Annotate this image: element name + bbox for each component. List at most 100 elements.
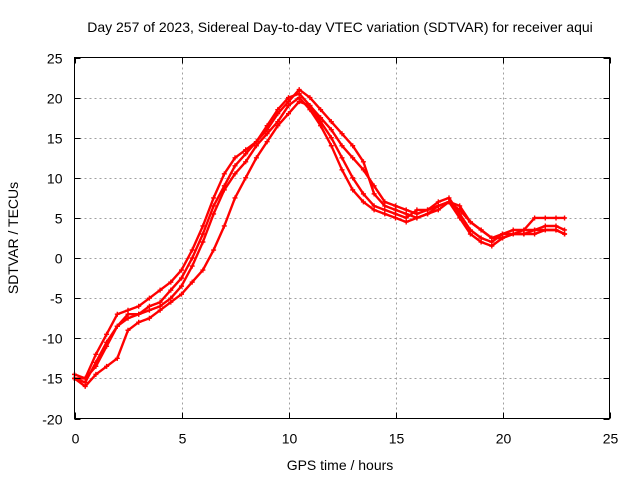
- data-point: [328, 135, 334, 141]
- x-tick-label: 25: [603, 431, 619, 447]
- x-tick-label: 5: [179, 431, 187, 447]
- data-point: [360, 191, 366, 197]
- data-point: [339, 143, 345, 149]
- data-point: [296, 99, 302, 105]
- data-point: [553, 227, 559, 233]
- data-point: [275, 111, 281, 117]
- data-point: [157, 287, 163, 293]
- data-point: [179, 291, 184, 297]
- data-point: [200, 223, 206, 229]
- data-point: [500, 235, 505, 241]
- data-point: [114, 311, 120, 317]
- data-point: [339, 155, 345, 161]
- data-point: [232, 155, 238, 161]
- data-point: [243, 159, 249, 165]
- data-point: [318, 119, 324, 125]
- data-point: [562, 231, 568, 237]
- data-point: [371, 191, 377, 197]
- data-point: [275, 123, 281, 129]
- data-point: [339, 131, 345, 137]
- y-tick-label: 0: [55, 251, 63, 267]
- data-point: [146, 295, 152, 301]
- x-tick-label: 0: [72, 431, 80, 447]
- data-point: [232, 163, 238, 169]
- data-point: [232, 195, 238, 201]
- data-point: [307, 103, 313, 109]
- data-point: [339, 167, 345, 173]
- data-point: [104, 331, 110, 337]
- data-point: [189, 247, 195, 253]
- data-point: [350, 187, 356, 193]
- y-tick-label: -10: [42, 331, 62, 347]
- data-point: [168, 287, 174, 293]
- data-point: [360, 199, 366, 205]
- y-axis-title: SDTVAR / TECUs: [5, 182, 21, 294]
- series-trace-4: [72, 87, 568, 381]
- data-series: [72, 87, 568, 389]
- data-point: [189, 279, 195, 285]
- data-point: [264, 139, 270, 145]
- data-point: [478, 235, 484, 241]
- data-point: [553, 215, 559, 221]
- data-point: [125, 327, 131, 333]
- data-point: [446, 199, 452, 205]
- data-point: [489, 235, 495, 241]
- series-line: [73, 88, 566, 380]
- data-point: [435, 199, 441, 205]
- data-point: [221, 223, 227, 229]
- plot-frame: [74, 57, 610, 419]
- data-point: [307, 95, 313, 101]
- data-point: [350, 175, 356, 181]
- data-point: [360, 159, 366, 165]
- data-point: [328, 143, 334, 149]
- data-point: [104, 343, 110, 349]
- y-tick-label: 20: [47, 91, 63, 107]
- data-point: [189, 263, 195, 269]
- data-point: [328, 127, 334, 133]
- data-point: [510, 231, 516, 237]
- data-point: [243, 151, 249, 157]
- y-tick-label: 10: [47, 171, 63, 187]
- data-point: [521, 227, 527, 233]
- x-tick-label: 20: [496, 431, 512, 447]
- y-tick-label: 5: [55, 211, 63, 227]
- x-tick-label: 15: [389, 431, 405, 447]
- series-trace-3: [72, 91, 568, 381]
- data-point: [286, 99, 291, 105]
- y-axis-tick-labels: -20 -15 -10 -5 0 5 10 15 20 25: [42, 51, 62, 428]
- data-point: [168, 279, 174, 285]
- data-point: [146, 303, 152, 309]
- data-point: [221, 171, 227, 177]
- data-point: [168, 299, 174, 305]
- data-point: [146, 315, 152, 321]
- data-point: [371, 203, 377, 209]
- data-point: [200, 267, 206, 273]
- y-tick-label: 15: [47, 131, 63, 147]
- data-point: [253, 139, 259, 145]
- axis-ticks: [74, 57, 611, 420]
- y-tick-label: -15: [42, 371, 62, 387]
- data-point: [189, 255, 195, 261]
- data-point: [157, 307, 163, 313]
- data-point: [82, 383, 88, 389]
- data-point: [467, 219, 473, 225]
- data-point: [136, 303, 142, 309]
- data-point: [179, 283, 184, 289]
- data-point: [104, 363, 110, 369]
- data-point: [253, 155, 259, 161]
- chart-title: Day 257 of 2023, Sidereal Day-to-day VTE…: [87, 19, 593, 35]
- data-point: [114, 355, 120, 361]
- data-point: [211, 203, 217, 209]
- data-point: [425, 211, 431, 217]
- y-tick-label: -5: [50, 291, 63, 307]
- data-point: [136, 311, 142, 317]
- data-point: [125, 311, 131, 317]
- data-point: [232, 171, 238, 177]
- x-axis-title: GPS time / hours: [287, 457, 394, 473]
- data-point: [382, 203, 388, 209]
- series-line: [73, 100, 566, 388]
- data-point: [82, 375, 88, 381]
- data-point: [414, 207, 420, 213]
- y-tick-label: -20: [42, 412, 62, 428]
- data-point: [93, 371, 99, 377]
